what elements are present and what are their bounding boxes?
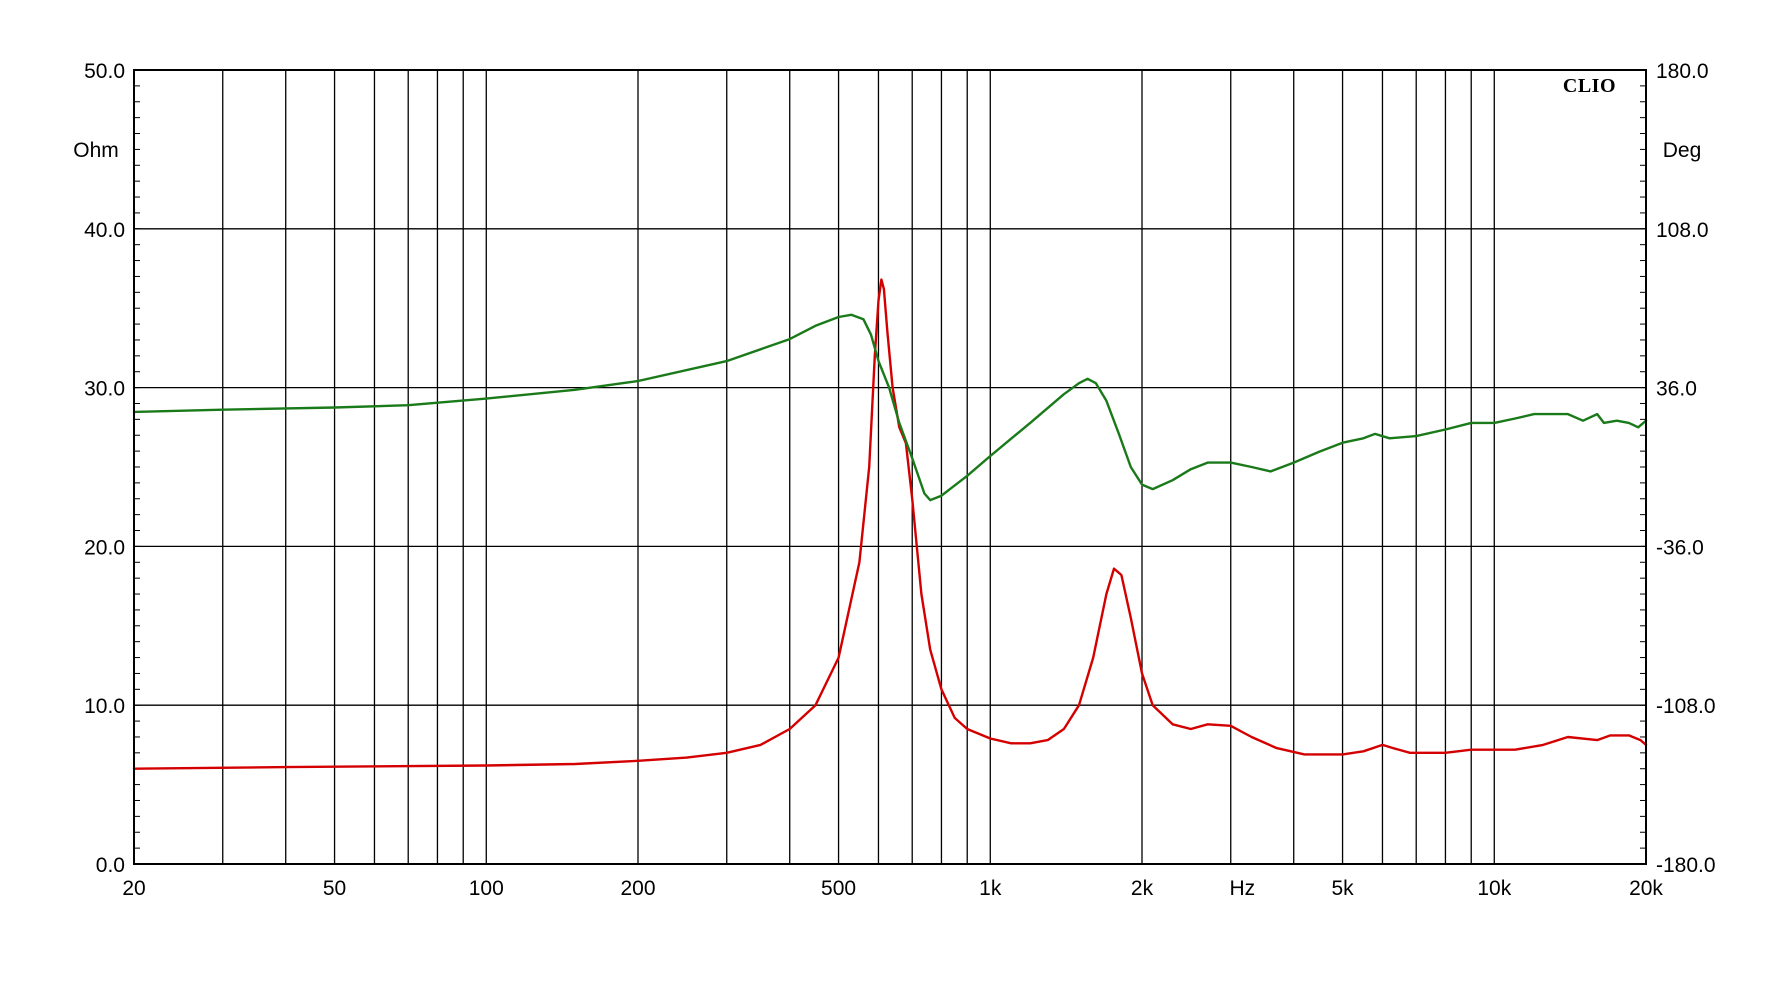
y-tick-label-right: 108.0: [1656, 219, 1709, 242]
x-tick-label: 5k: [1331, 877, 1354, 900]
y-tick-label-left: 20.0: [84, 536, 125, 559]
plot-frame: [133, 69, 1647, 865]
y-axis-label-left: Ohm: [73, 139, 119, 162]
x-tick-label: 20: [122, 877, 145, 900]
chart-series: [132, 278, 1648, 770]
x-tick-label: 2k: [1131, 877, 1154, 900]
y-tick-label-right: -36.0: [1656, 536, 1704, 559]
x-tick-label: 500: [821, 877, 856, 900]
clio-brand-label: CLIO: [1563, 75, 1616, 97]
x-tick-label: 10k: [1477, 877, 1511, 900]
y-tick-label-right: 180.0: [1656, 60, 1709, 83]
x-tick-label: 50: [323, 877, 346, 900]
y-tick-label-left: 0.0: [96, 854, 125, 877]
y-tick-label-left: 40.0: [84, 219, 125, 242]
x-tick-label: 200: [620, 877, 655, 900]
y-tick-label-left: 30.0: [84, 378, 125, 401]
x-tick-label: 1k: [979, 877, 1002, 900]
x-tick-label: 20k: [1629, 877, 1663, 900]
y-tick-label-right: -180.0: [1656, 854, 1716, 877]
x-axis-label: Hz: [1229, 877, 1255, 900]
chart-grid: [133, 69, 1647, 865]
y-tick-label-left: 50.0: [84, 60, 125, 83]
y-tick-label-left: 10.0: [84, 695, 125, 718]
x-tick-label: 100: [469, 877, 504, 900]
axis-labels: 20 50 100 200 500 1k 2k 5k 10k 20k 0.0 10.0 20.0 30.0…: [84, 60, 1715, 900]
y-tick-label-right: 36.0: [1656, 378, 1697, 401]
y-axis-label-right: Deg: [1663, 139, 1702, 162]
phase-series-line: [132, 313, 1648, 502]
impedance-series-line: [132, 278, 1648, 770]
y-tick-label-right: -108.0: [1656, 695, 1716, 718]
